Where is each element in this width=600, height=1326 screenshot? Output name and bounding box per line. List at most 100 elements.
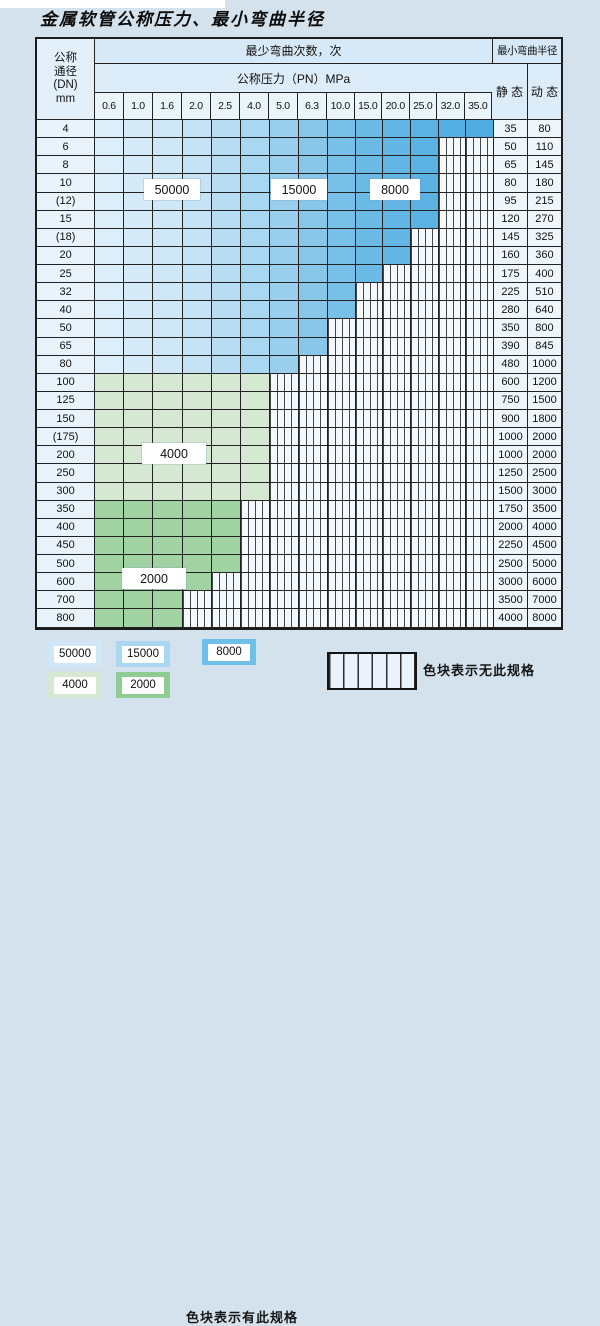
static-radius-cell: 120 — [494, 210, 528, 229]
pressure-value: 15.0 — [354, 93, 382, 120]
availability-cell-available — [211, 265, 241, 284]
availability-cell-unavailable — [383, 555, 412, 574]
availability-cell-available — [411, 210, 439, 229]
availability-cell-available — [124, 536, 154, 555]
availability-cell-available — [124, 228, 154, 247]
availability-cell-unavailable — [438, 319, 467, 338]
dynamic-radius-cell: 510 — [527, 283, 561, 302]
availability-cell-available — [240, 192, 270, 211]
availability-cell-available — [124, 428, 154, 447]
availability-cell-unavailable — [466, 446, 495, 465]
cycle-count-label: 2000 — [122, 568, 186, 589]
availability-cell-available — [95, 573, 125, 592]
static-radius-cell: 1250 — [494, 464, 528, 483]
dn-cell: (18) — [37, 228, 96, 247]
availability-cell-available — [240, 355, 270, 374]
availability-cell-unavailable — [355, 609, 384, 628]
availability-cell-unavailable — [438, 138, 467, 157]
pressure-value: 4.0 — [240, 93, 269, 120]
legend-no-spec-text: 色块表示无此规格 — [423, 663, 536, 678]
table-row-dn-4: 4 35 80 — [37, 120, 561, 139]
availability-cell-unavailable — [328, 482, 356, 501]
availability-cell-unavailable — [383, 265, 412, 284]
availability-cell-unavailable — [298, 373, 329, 392]
availability-cell-unavailable — [328, 591, 356, 610]
availability-cell-unavailable — [269, 518, 299, 537]
dn-cell: 40 — [37, 301, 96, 320]
pressure-value: 32.0 — [437, 93, 465, 120]
cycle-count-label: 50000 — [144, 179, 200, 200]
static-radius-cell: 2250 — [494, 536, 528, 555]
availability-cell-available — [269, 120, 299, 139]
dynamic-radius-cell: 7000 — [527, 591, 561, 610]
availability-cell-unavailable — [328, 355, 356, 374]
legend-swatch-label: 4000 — [54, 676, 96, 694]
dn-header-line2: 通径 — [54, 65, 77, 78]
availability-cell-available — [153, 246, 183, 265]
availability-cell-unavailable — [466, 210, 495, 229]
availability-cell-unavailable — [466, 373, 495, 392]
table-row-dn-25: 25 175 400 — [37, 265, 561, 284]
availability-cell-unavailable — [240, 536, 270, 555]
availability-cell-available — [182, 283, 212, 302]
availability-cell-unavailable — [298, 410, 329, 429]
availability-cell-available — [124, 373, 154, 392]
availability-cell-unavailable — [383, 355, 412, 374]
dn-cell: 600 — [37, 573, 96, 592]
legend-has-spec-text: 色块表示有此规格 — [186, 1310, 299, 1325]
availability-cell-available — [240, 391, 270, 410]
availability-cell-unavailable — [269, 591, 299, 610]
dynamic-radius-cell: 8000 — [527, 609, 561, 628]
availability-cell-unavailable — [355, 573, 384, 592]
availability-cell-unavailable — [298, 391, 329, 410]
availability-cell-available — [153, 536, 183, 555]
dynamic-radius-cell: 3500 — [527, 500, 561, 519]
availability-cell-unavailable — [411, 536, 439, 555]
availability-cell-available — [269, 138, 299, 157]
static-radius-cell: 35 — [494, 120, 528, 139]
availability-cell-unavailable — [328, 555, 356, 574]
availability-cell-unavailable — [328, 391, 356, 410]
availability-cell-unavailable — [438, 228, 467, 247]
availability-cell-available — [240, 301, 270, 320]
availability-cell-available — [124, 410, 154, 429]
dn-cell: 450 — [37, 536, 96, 555]
availability-cell-unavailable — [355, 301, 384, 320]
static-radius-cell: 750 — [494, 391, 528, 410]
availability-cell-available — [466, 120, 495, 139]
availability-cell-available — [182, 536, 212, 555]
availability-cell-unavailable — [182, 609, 212, 628]
table-row-dn-700: 700 3500 7000 — [37, 591, 561, 610]
availability-cell-available — [182, 337, 212, 356]
static-radius-cell: 160 — [494, 246, 528, 265]
availability-cell-available — [211, 464, 241, 483]
availability-cell-available — [298, 210, 329, 229]
dn-cell: 100 — [37, 373, 96, 392]
availability-cell-unavailable — [298, 464, 329, 483]
availability-cell-unavailable — [411, 410, 439, 429]
availability-cell-unavailable — [298, 609, 329, 628]
availability-cell-available — [355, 156, 384, 175]
static-radius-cell: 3500 — [494, 591, 528, 610]
availability-cell-unavailable — [466, 246, 495, 265]
availability-cell-unavailable — [438, 355, 467, 374]
pressure-values-row: 0.6 1.0 1.6 2.0 2.5 4.0 5.0 6.3 10.0 15.0 20.0 25.0… — [95, 93, 492, 121]
availability-cell-unavailable — [466, 301, 495, 320]
availability-cell-unavailable — [355, 464, 384, 483]
availability-cell-available — [124, 482, 154, 501]
availability-cell-available — [153, 120, 183, 139]
min-radius-header-group: 最小弯曲半径 静 态 动 态 — [492, 39, 561, 120]
availability-cell-unavailable — [438, 192, 467, 211]
availability-cell-available — [153, 156, 183, 175]
dynamic-radius-cell: 4500 — [527, 536, 561, 555]
availability-cell-available — [124, 337, 154, 356]
availability-cell-unavailable — [411, 500, 439, 519]
availability-cell-unavailable — [328, 319, 356, 338]
availability-cell-unavailable — [298, 591, 329, 610]
dynamic-radius-cell: 80 — [527, 120, 561, 139]
static-header: 静 态 — [492, 63, 527, 119]
spec-table: 公称 通径 (DN) mm 最少弯曲次数，次 公称压力（PN）MPa 0.6 1.… — [35, 37, 563, 630]
availability-cell-unavailable — [328, 518, 356, 537]
availability-cell-available — [269, 156, 299, 175]
availability-cell-available — [240, 246, 270, 265]
